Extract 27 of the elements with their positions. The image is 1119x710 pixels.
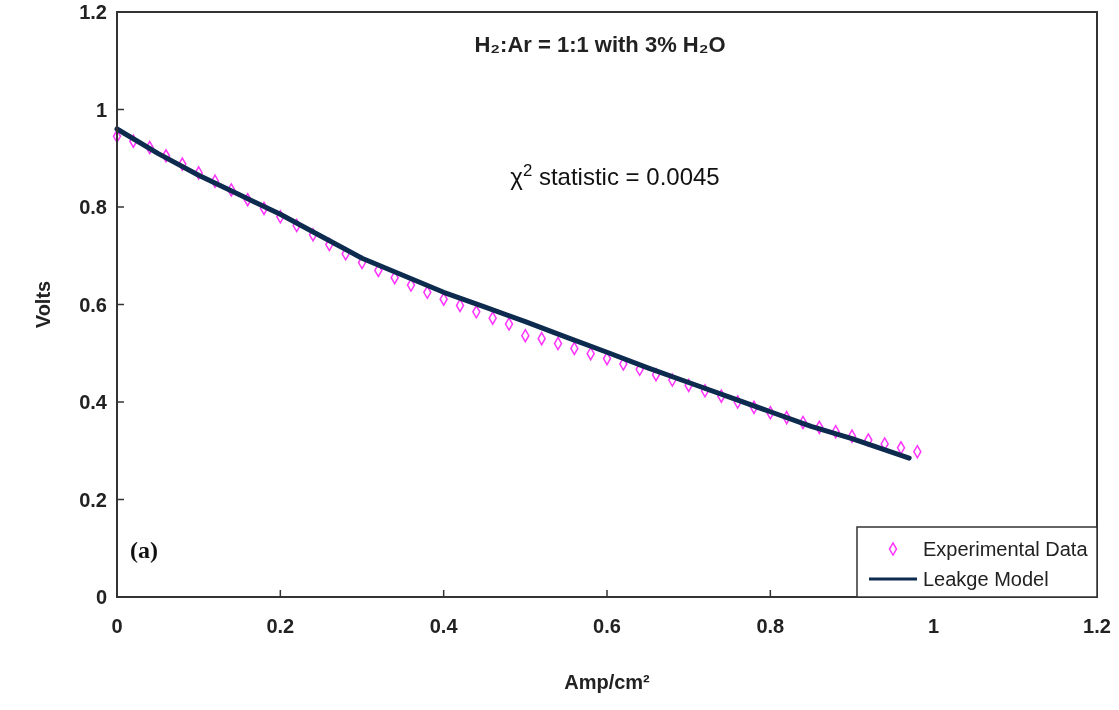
x-tick-label: 0.8: [756, 615, 785, 637]
x-tick-label: 1.2: [1083, 615, 1111, 637]
y-tick-label: 0.2: [79, 488, 107, 511]
y-tick-label: 0.8: [79, 196, 107, 218]
annotation: χ$^{2}$ statistic = 0.0045: [510, 160, 720, 190]
y-tick-label: 1: [95, 98, 107, 121]
x-axis-title: Amp/cm²: [564, 671, 651, 693]
x-tick-label: 1: [928, 615, 940, 637]
legend-label: Leakge Model: [923, 568, 1049, 590]
x-tick-label: 0.4: [429, 615, 459, 637]
x-tick-label: 0.6: [593, 615, 621, 637]
point: [161, 149, 171, 163]
x-tick-label: 0: [111, 615, 123, 637]
annotation: (a): [130, 537, 158, 563]
point: [700, 384, 710, 398]
y-tick-label: 0.4: [79, 391, 108, 413]
legend-label: Experimental Data: [923, 538, 1089, 560]
point: [210, 174, 220, 188]
y-axis-title: Volts: [32, 280, 54, 329]
text: H₂:Ar = 1:1 with 3% H₂O: [474, 32, 726, 57]
point: [896, 441, 906, 455]
point: [847, 429, 857, 443]
y-tick-label: 0.6: [79, 293, 107, 316]
y-tick-label: 0: [95, 586, 107, 608]
point: [504, 317, 514, 331]
x-tick-label: 0.2: [266, 615, 295, 637]
y-tick-label: 1.2: [79, 1, 107, 23]
